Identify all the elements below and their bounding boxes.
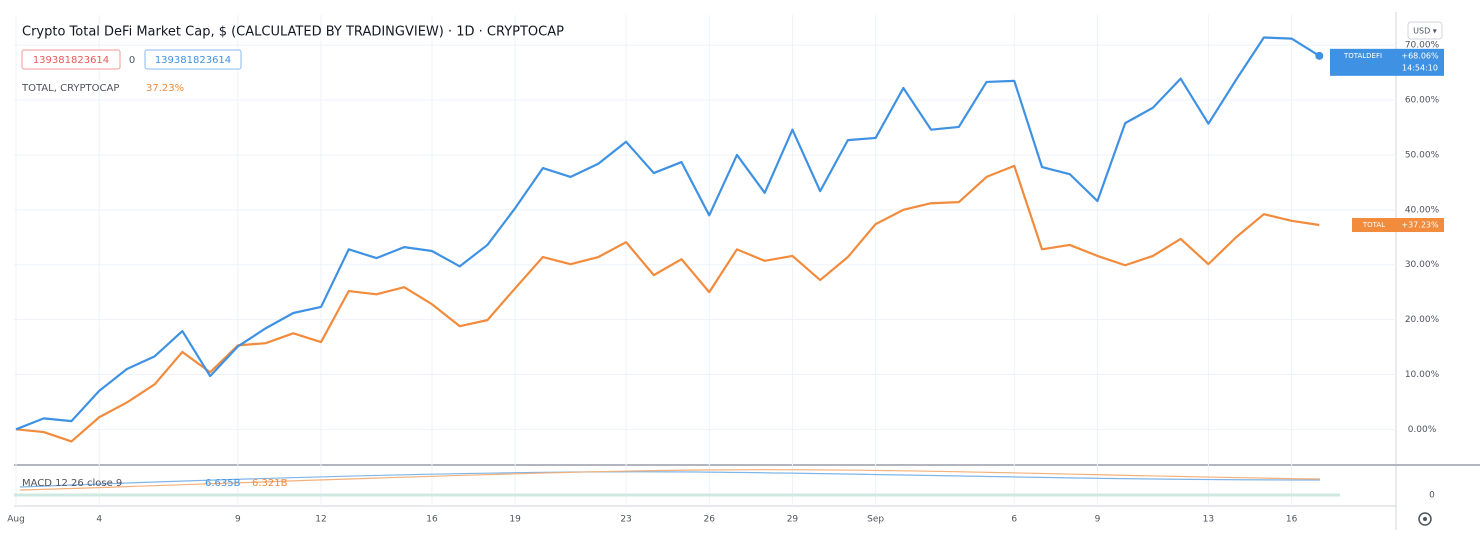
series-name-tag: TOTAL: [1362, 221, 1385, 229]
indicator-value: 6.321B: [252, 478, 288, 489]
series-tag: +68.06%: [1401, 51, 1439, 60]
y-tick-label: 70.00%: [1405, 41, 1440, 51]
indicator-tick: 0: [1429, 491, 1435, 501]
settings-icon[interactable]: [1418, 512, 1432, 526]
y-tick-label: 50.00%: [1405, 150, 1440, 160]
compare-label: TOTAL, CRYPTOCAP: [21, 83, 119, 94]
x-tick-label: 29: [787, 515, 799, 525]
series-tag: +37.23%: [1401, 221, 1439, 230]
indicator-line: [19, 471, 1321, 488]
legend-value: 139381823614: [33, 55, 109, 66]
gear[interactable]: [1418, 512, 1432, 526]
x-tick-label: 13: [1203, 515, 1214, 525]
legend-box: [21, 49, 121, 70]
legend-value: 139381823614: [155, 55, 231, 66]
x-tick-label: 23: [620, 515, 631, 525]
indicator-pane: MACD 12 26 close 9 6.635B 6.321B 0: [14, 469, 1435, 501]
legend-box: [144, 49, 242, 70]
price-tag: [1330, 48, 1396, 76]
x-tick-label: 16: [1286, 515, 1298, 525]
last-point: [1315, 51, 1324, 60]
currency-button[interactable]: [1407, 21, 1443, 40]
legend: Crypto Total DeFi Market Cap, $ (CALCULA…: [21, 25, 564, 95]
x-tick-label: Sep: [867, 515, 884, 525]
indicator-name: MACD 12 26 close 9: [22, 478, 122, 489]
y-tick-label: 30.00%: [1405, 260, 1440, 270]
price-tag: [1352, 218, 1444, 233]
x-tick-label: Aug: [7, 515, 25, 525]
x-tick-label: 16: [426, 515, 438, 525]
indicator-value: 6.635B: [205, 478, 241, 489]
countdown: 14:54:10: [1402, 63, 1438, 72]
series-line: [15, 36, 1320, 431]
y-tick-label: 60.00%: [1405, 96, 1440, 106]
currency-label[interactable]: USD ▾: [1413, 27, 1437, 36]
indicator-line: [19, 469, 1321, 491]
x-tick-label: 4: [96, 515, 102, 525]
y-tick-label: 0.00%: [1408, 425, 1437, 435]
series-name-tag: TOTALDEFI: [1343, 52, 1382, 60]
compare-value: 37.23%: [146, 83, 184, 94]
gear-center[interactable]: [1423, 517, 1427, 521]
y-tick-label: 20.00%: [1405, 315, 1440, 325]
x-tick-label: 19: [509, 515, 521, 525]
y-tick-label: 40.00%: [1405, 205, 1440, 215]
y-tick-label: 10.00%: [1405, 370, 1440, 380]
plot: [15, 36, 1324, 443]
x-tick-label: 9: [235, 515, 241, 525]
price-tag: [1396, 48, 1444, 76]
legend-value: 0: [129, 55, 135, 66]
chart-title: Crypto Total DeFi Market Cap, $ (CALCULA…: [22, 25, 564, 40]
x-tick-label: 26: [704, 515, 716, 525]
grid: [14, 15, 1396, 506]
x-tick-label: 9: [1095, 515, 1101, 525]
x-tick-label: 6: [1011, 515, 1017, 525]
x-tick-label: 12: [315, 515, 326, 525]
